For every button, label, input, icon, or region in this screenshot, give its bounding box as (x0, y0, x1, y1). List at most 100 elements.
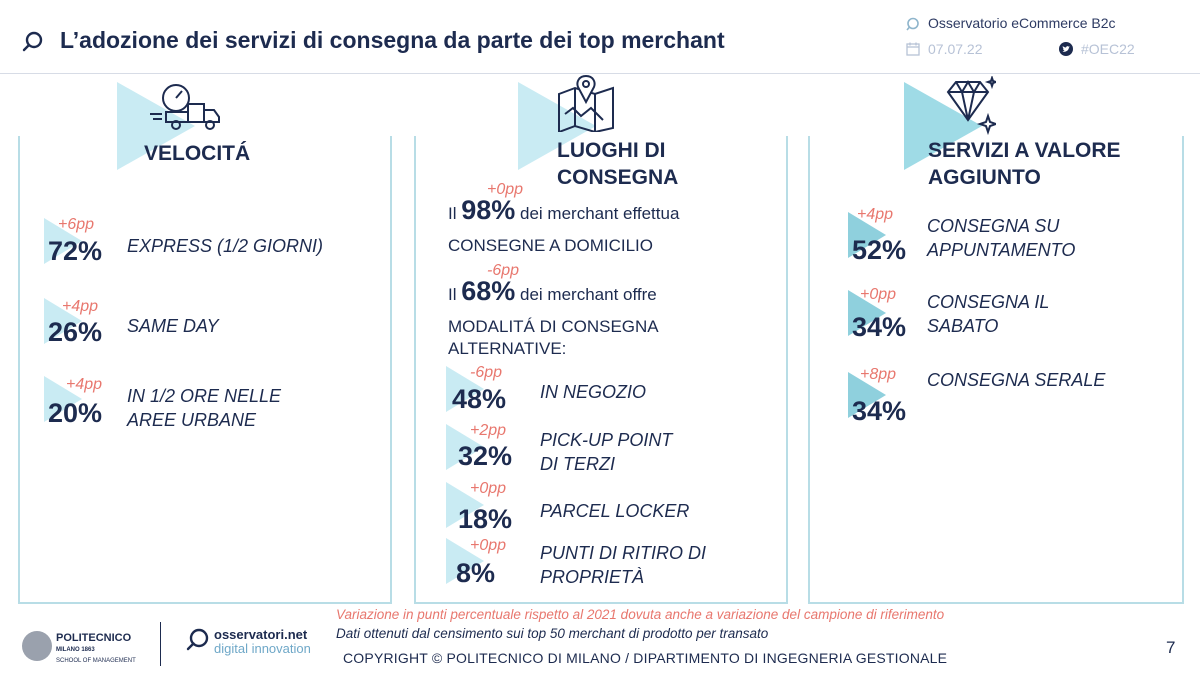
osservatori-name: osservatori.net (214, 627, 308, 642)
footer-separator (160, 622, 161, 666)
stat-prefix: Il (448, 285, 457, 304)
panel-servizi-title: SERVIZI A VALORE AGGIUNTO (928, 137, 1121, 191)
chat-bubble-icon (906, 17, 919, 31)
stat-marker (848, 372, 886, 418)
stat-label-line: SABATO (927, 316, 999, 336)
search-ring-icon (22, 31, 43, 52)
stat-delta: +0pp (470, 480, 507, 497)
stat-value: 34% (852, 312, 907, 342)
stat-value: 98% (461, 195, 516, 225)
stat-label: IN NEGOZIO (540, 382, 647, 402)
stat-delta: +6pp (58, 216, 95, 233)
stat-value: 34% (852, 396, 907, 426)
stat-rest: dei merchant effettua (520, 204, 680, 223)
stat-label: IN 1/2 ORE NELLE AREE URBANE (127, 384, 281, 432)
polimi-seal-icon (22, 631, 52, 661)
stat-value: 68% (461, 276, 516, 306)
stat-line: CONSEGNE A DOMICILIO (448, 236, 653, 255)
stat-marker (446, 482, 484, 528)
map-pin-icon (558, 74, 614, 132)
stat-label: SAME DAY (127, 316, 219, 336)
stat-label-line: CONSEGNA IL (927, 292, 1050, 312)
panel-velocita-title: VELOCITÁ (144, 142, 251, 165)
stat-label-line: AREE URBANE (127, 410, 257, 430)
stat-label-line: PROPRIETÀ (540, 567, 645, 587)
stat-label: PARCEL LOCKER (540, 501, 690, 521)
stat-sentence: Il 98% dei merchant effettua (448, 197, 680, 225)
stat-label: CONSEGNA SERALE (927, 370, 1106, 390)
source-label: Osservatorio eCommerce B2c (928, 15, 1116, 31)
osservatori-sub: digital innovation (214, 641, 311, 656)
stat-prefix: Il (448, 204, 457, 223)
calendar-icon (906, 42, 920, 56)
stat-delta: -6pp (470, 364, 503, 381)
stat-value: 18% (458, 504, 513, 534)
stat-label: CONSEGNA IL SABATO (927, 290, 1049, 338)
stat-value: 52% (852, 235, 907, 265)
panel-servizi (808, 136, 1184, 604)
stat-delta: +4pp (62, 298, 99, 315)
stat-marker (44, 218, 82, 264)
osservatori-logo-icon (186, 628, 209, 651)
stat-value: 8% (456, 558, 496, 588)
diamond-icon (946, 76, 996, 136)
page-title: L’adozione dei servizi di consegna da pa… (60, 27, 725, 53)
copyright: COPYRIGHT © POLITECNICO DI MILANO / DIPA… (343, 650, 948, 666)
panel-servizi-title-line: SERVIZI A VALORE (928, 139, 1121, 162)
stat-marker (446, 366, 484, 412)
stat-delta: +2pp (470, 422, 507, 439)
stat-rest: dei merchant offre (520, 285, 657, 304)
stat-sentence: Il 68% dei merchant offre (448, 278, 657, 306)
stat-label: CONSEGNA SU APPUNTAMENTO (927, 214, 1075, 262)
stat-marker (44, 298, 82, 344)
panel-velocita-accent (117, 82, 195, 170)
stat-label-line: PUNTI DI RITIRO DI (540, 543, 706, 563)
stat-delta: +0pp (860, 286, 897, 303)
twitter-icon[interactable] (1059, 42, 1073, 56)
stat-delta: -6pp (487, 262, 520, 279)
stat-label: PUNTI DI RITIRO DI PROPRIETÀ (540, 541, 706, 589)
stat-label: PICK-UP POINT DI TERZI (540, 428, 672, 476)
panel-luoghi (414, 136, 788, 604)
stat-value: 20% (48, 398, 103, 428)
stat-label: EXPRESS (1/2 GIORNI) (127, 236, 324, 256)
header-divider (0, 73, 1200, 74)
stat-label-line: CONSEGNA SU (927, 216, 1060, 236)
stat-delta: +8pp (860, 366, 897, 383)
stat-marker (848, 212, 886, 258)
stat-delta: +0pp (487, 181, 524, 198)
stat-value: 32% (458, 441, 513, 471)
polimi-name: POLITECNICO (56, 632, 132, 644)
osservatori-logo: osservatori.net digital innovation (214, 628, 311, 656)
stat-marker (848, 290, 886, 336)
stat-delta: +4pp (857, 206, 894, 223)
stat-line: ALTERNATIVE: (448, 339, 567, 358)
page-number: 7 (1166, 638, 1176, 657)
polimi-logo: POLITECNICO MILANO 1863 SCHOOL OF MANAGE… (56, 633, 136, 666)
stat-marker (446, 424, 484, 470)
footnote-variation: Variazione in punti percentuale rispetto… (336, 607, 945, 622)
polimi-line3: SCHOOL OF MANAGEMENT (56, 658, 136, 664)
stat-marker (44, 376, 82, 422)
stat-value: 26% (48, 317, 103, 347)
polimi-line2: MILANO 1863 (56, 647, 95, 653)
panel-luoghi-title-line: LUOGHI DI (557, 139, 666, 162)
stat-delta: +4pp (66, 376, 103, 393)
stat-value: 48% (452, 384, 507, 414)
stat-value: 72% (48, 236, 103, 266)
stat-label-line: IN 1/2 ORE NELLE (127, 386, 282, 406)
stat-marker (446, 538, 484, 584)
panel-velocita (18, 136, 392, 604)
date-label: 07.07.22 (928, 41, 983, 57)
panel-servizi-title-line: AGGIUNTO (928, 166, 1041, 189)
panel-luoghi-title-line: CONSEGNA (557, 166, 679, 189)
stat-label-line: DI TERZI (540, 454, 615, 474)
panel-luoghi-title: LUOGHI DI CONSEGNA (557, 137, 678, 191)
stat-delta: +0pp (470, 537, 507, 554)
fast-delivery-truck-icon (150, 84, 220, 130)
hashtag-label[interactable]: #OEC22 (1081, 41, 1135, 57)
stat-label-line: PICK-UP POINT (540, 430, 673, 450)
stat-line: MODALITÁ DI CONSEGNA (448, 317, 659, 336)
stat-label-line: APPUNTAMENTO (927, 240, 1076, 260)
footnote-source: Dati ottenuti dal censimento sui top 50 … (336, 626, 769, 641)
